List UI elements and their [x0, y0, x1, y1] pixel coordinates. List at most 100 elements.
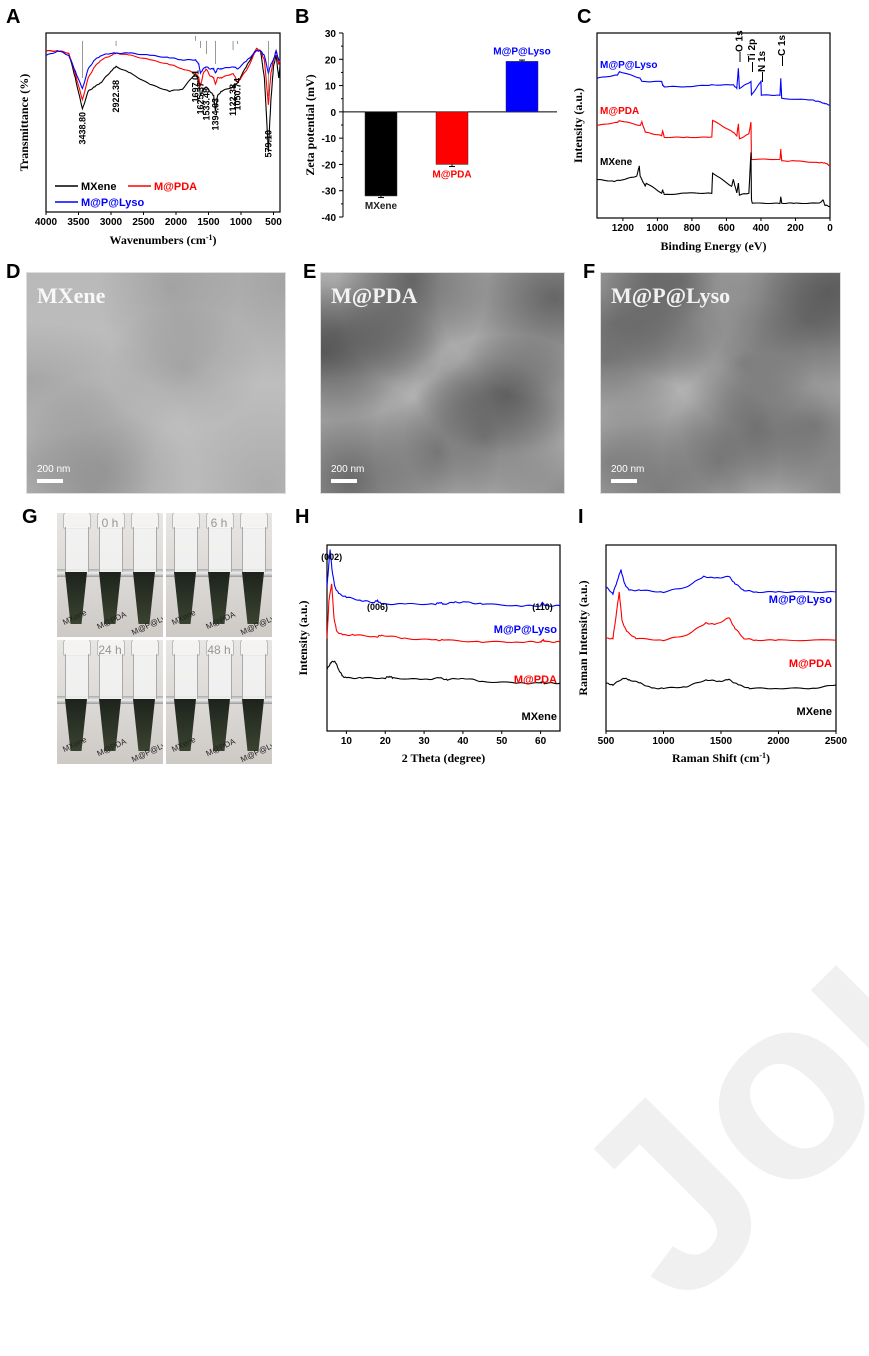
- tube-body: [242, 527, 266, 572]
- panel-label-h: H: [295, 506, 310, 528]
- xrd-x-axis-label: 2 Theta (degree): [402, 751, 486, 765]
- xps-peak-label: —Ti 2p: [747, 39, 758, 72]
- tube-liquid: [65, 699, 87, 751]
- raman-y-axis-label: Raman Intensity (a.u.): [576, 580, 590, 695]
- raman-x-tick-label: 2500: [825, 736, 848, 747]
- tube-body: [99, 654, 123, 699]
- scale-bar-label: 200 nm: [611, 464, 645, 475]
- xrd-series-label: MXene: [522, 711, 557, 723]
- zeta-y-axis-label: Zeta potential (mV): [303, 74, 317, 175]
- ftir-peak-annotation: 1122.38: [228, 84, 238, 116]
- xps-peak-label: —N 1s: [757, 50, 768, 82]
- zeta-bar-label: M@P@Lyso: [493, 46, 550, 57]
- tem-title: MXene: [37, 283, 106, 308]
- xrd-x-tick-label: 40: [457, 736, 469, 747]
- xrd-series-label: M@PDA: [514, 674, 557, 686]
- ftir-y-axis-label: Transmittance (%): [17, 74, 31, 171]
- ftir-peak-annotation: 1625.37: [195, 82, 205, 115]
- tube-liquid: [208, 572, 230, 624]
- xps-x-axis-label: Binding Energy (eV): [660, 239, 766, 253]
- legend-label-mplyso: M@P@Lyso: [81, 197, 144, 209]
- panel-label-e: E: [303, 261, 317, 283]
- raman-x-tick-label: 1500: [710, 736, 733, 747]
- ftir-peak-annotation: 1050.74: [233, 78, 243, 111]
- xps-peak-label: —O 1s: [734, 30, 745, 62]
- ftir-x-tick-label: 2000: [165, 217, 188, 228]
- scale-bar-label: 200 nm: [331, 464, 365, 475]
- panel-label-b: B: [295, 6, 310, 28]
- tube-liquid: [174, 699, 196, 751]
- zeta-y-tick-label: -40: [322, 213, 337, 224]
- scale-bar: [37, 479, 63, 483]
- xrd-x-tick-label: 60: [535, 736, 547, 747]
- panel-label-g: G: [22, 506, 38, 528]
- xps-series-m-p-lyso: [596, 68, 831, 106]
- ftir-peak-annotation: 1394.03: [210, 98, 220, 131]
- zeta-y-tick-label: -30: [322, 187, 337, 198]
- panel-label-i: I: [578, 506, 584, 528]
- zeta-y-tick-label: 0: [330, 108, 336, 119]
- raman-series-m-p-lyso: [605, 569, 837, 596]
- tem-image-mpda: M@PDA 200 nm: [320, 272, 565, 494]
- tube-liquid: [174, 572, 196, 624]
- xrd-series-m-pda: [326, 583, 561, 644]
- xrd-x-tick-label: 50: [496, 736, 508, 747]
- tube-body: [65, 527, 89, 572]
- zeta-y-tick-label: 10: [325, 82, 337, 93]
- tube-liquid: [133, 699, 155, 751]
- tem-image-mxene: MXene 200 nm: [26, 272, 286, 494]
- xps-x-tick-label: 600: [718, 223, 735, 234]
- ftir-series-mxene: [45, 47, 281, 152]
- tube-liquid: [208, 699, 230, 751]
- raman-x-tick-label: 500: [598, 736, 615, 747]
- xps-series-label: M@PDA: [600, 106, 639, 117]
- ftir-peak-annotation: 579.10: [263, 130, 273, 158]
- xps-series-label: M@P@Lyso: [600, 60, 657, 71]
- panel-label-c: C: [577, 6, 592, 28]
- tem-title: M@P@Lyso: [611, 283, 731, 308]
- xps-x-tick-label: 200: [787, 223, 804, 234]
- scale-bar: [331, 479, 357, 483]
- xps-series-m-pda: [596, 119, 831, 167]
- xps-series-label: MXene: [600, 157, 633, 168]
- tube-liquid: [242, 699, 264, 751]
- ftir-peak-annotation: 1533.48: [201, 88, 211, 121]
- xps-x-tick-label: 0: [827, 223, 833, 234]
- xps-x-tick-label: 1200: [612, 223, 635, 234]
- ftir-series-m-p-lyso: [45, 49, 281, 90]
- zeta-bar-0: [364, 111, 398, 197]
- ftir-x-axis-label: Wavenumbers (cm-1): [110, 233, 217, 248]
- zeta-y-tick-label: -10: [322, 134, 337, 145]
- tube-liquid: [99, 699, 121, 751]
- xps-x-tick-label: 1000: [646, 223, 669, 234]
- panel-label-d: D: [6, 261, 21, 283]
- legend-label-mxene: MXene: [81, 181, 116, 193]
- ftir-x-tick-label: 4000: [35, 217, 58, 228]
- legend-label-mpda: M@PDA: [154, 181, 197, 193]
- zeta-y-tick-label: -20: [322, 160, 337, 171]
- tube-liquid: [99, 572, 121, 624]
- ftir-x-tick-label: 3000: [100, 217, 123, 228]
- tube-body: [242, 654, 266, 699]
- tube-body: [174, 527, 198, 572]
- tube-body: [65, 654, 89, 699]
- raman-x-tick-label: 2000: [767, 736, 790, 747]
- ftir-x-tick-label: 500: [265, 217, 282, 228]
- ftir-x-tick-label: 1000: [230, 217, 253, 228]
- panel-label-a: A: [6, 6, 21, 28]
- tube-liquid: [65, 572, 87, 624]
- zeta-bar-1: [435, 111, 469, 165]
- raman-series-label: MXene: [797, 706, 832, 718]
- raman-x-tick-label: 1000: [652, 736, 675, 747]
- tem-image-mplyso: M@P@Lyso 200 nm: [600, 272, 841, 494]
- xps-y-axis-label: Intensity (a.u.): [571, 88, 585, 163]
- xrd-y-axis-label: Intensity (a.u.): [296, 600, 310, 675]
- tube-body: [133, 527, 157, 572]
- xrd-series-mxene: [326, 660, 561, 685]
- xrd-x-tick-label: 20: [380, 736, 392, 747]
- zeta-bar-2: [505, 61, 539, 113]
- ftir-x-tick-label: 3500: [67, 217, 90, 228]
- scale-bar-label: 200 nm: [37, 464, 71, 475]
